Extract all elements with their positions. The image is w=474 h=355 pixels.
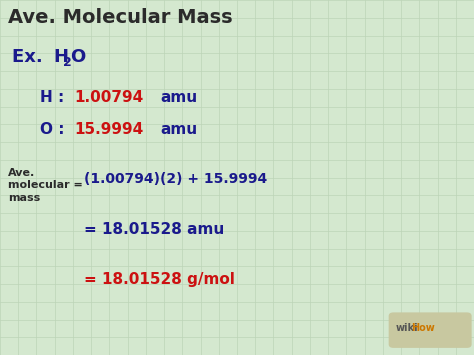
- Text: 15.9994: 15.9994: [74, 122, 143, 137]
- Text: H :: H :: [40, 90, 70, 105]
- Text: H: H: [53, 48, 68, 66]
- Text: = 18.01528 g/mol: = 18.01528 g/mol: [84, 272, 235, 287]
- Text: Ave.: Ave.: [8, 168, 35, 178]
- Text: mass: mass: [8, 193, 40, 203]
- Text: Ex.: Ex.: [12, 48, 49, 66]
- Text: (1.00794)(2) + 15.9994: (1.00794)(2) + 15.9994: [84, 172, 267, 186]
- Text: How: How: [411, 323, 435, 333]
- Text: 1.00794: 1.00794: [74, 90, 143, 105]
- Text: 2: 2: [63, 56, 72, 69]
- Text: Ave. Molecular Mass: Ave. Molecular Mass: [8, 8, 233, 27]
- Text: = 18.01528 amu: = 18.01528 amu: [84, 222, 224, 237]
- Text: amu: amu: [160, 122, 197, 137]
- Text: O: O: [70, 48, 85, 66]
- Text: wiki: wiki: [396, 323, 419, 333]
- Text: O :: O :: [40, 122, 70, 137]
- Text: amu: amu: [160, 90, 197, 105]
- Text: molecular =: molecular =: [8, 180, 83, 190]
